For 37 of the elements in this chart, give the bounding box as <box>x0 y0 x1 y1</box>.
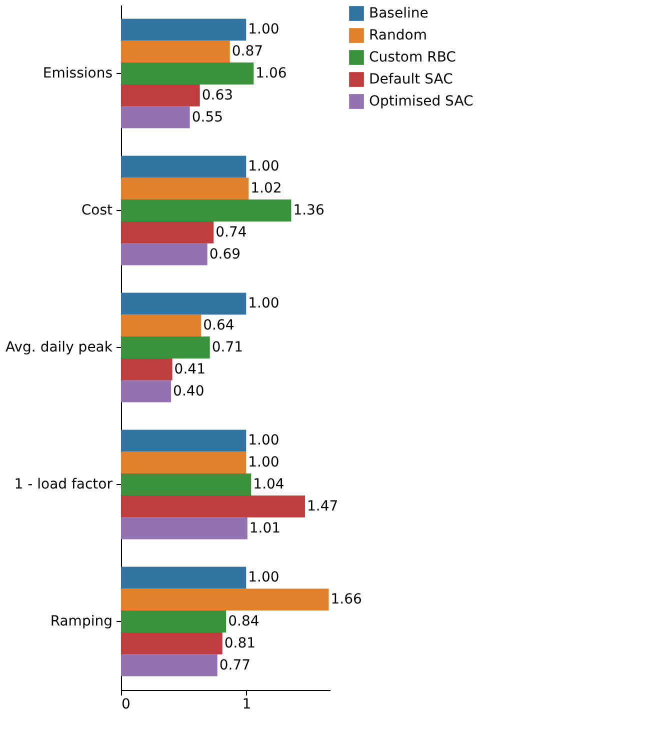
legend-label: Custom RBC <box>369 50 456 66</box>
data-label: 0.77 <box>219 657 251 674</box>
data-label: 0.69 <box>209 246 241 262</box>
data-label: 1.00 <box>248 296 280 312</box>
data-label: 1.06 <box>256 66 287 82</box>
data-label: 1.66 <box>330 592 362 608</box>
legend-label: Optimised SAC <box>369 94 474 110</box>
data-label: 0.74 <box>216 224 247 240</box>
data-label: 0.71 <box>212 340 244 356</box>
data-label: 1.00 <box>248 454 280 471</box>
y-tick-label: 1 - load factor <box>14 476 113 492</box>
data-label: 1.36 <box>293 202 324 218</box>
data-label: 0.64 <box>203 318 234 334</box>
data-label: 0.55 <box>192 109 224 126</box>
data-label: 1.00 <box>248 432 280 449</box>
data-label: 1.00 <box>248 158 280 175</box>
x-tick-label: 0 <box>122 696 130 712</box>
data-label: 1.01 <box>249 520 281 536</box>
data-label: 0.87 <box>232 44 264 60</box>
y-tick-label: Ramping <box>50 614 112 630</box>
data-label: 1.47 <box>306 498 338 514</box>
y-tick-label: Emissions <box>42 66 112 82</box>
y-tick-label: Avg. daily peak <box>6 340 114 356</box>
data-label: 1.04 <box>253 476 284 492</box>
legend-label: Random <box>369 28 427 44</box>
y-tick-label: Cost <box>81 202 114 218</box>
data-label: 0.40 <box>173 383 204 400</box>
data-label: 1.00 <box>248 570 280 586</box>
data-label: 1.02 <box>250 180 282 197</box>
data-label: 0.41 <box>174 361 206 378</box>
x-tick-label: 1 <box>242 696 252 712</box>
data-label: 0.84 <box>228 614 260 630</box>
legend-label: Default SAC <box>369 72 454 88</box>
legend-label: Baseline <box>369 6 428 22</box>
data-label: 1.00 <box>248 22 280 38</box>
data-label: 0.81 <box>224 635 256 652</box>
data-label: 0.63 <box>202 87 234 104</box>
